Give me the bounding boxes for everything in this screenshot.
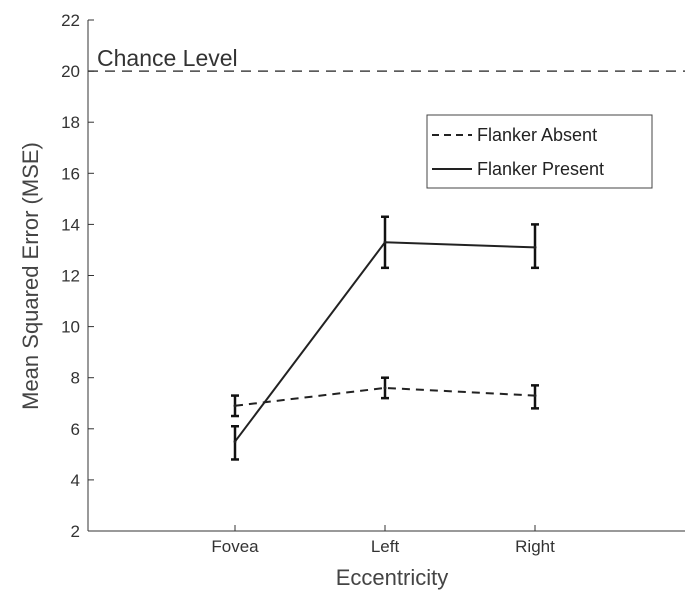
series-line-flanker-present [234,241,536,443]
x-axis-title: Eccentricity [336,565,448,590]
series-layer [231,215,539,461]
data-point-flanker-absent-left [383,386,387,390]
legend-label-flanker-absent: Flanker Absent [477,125,597,145]
reference-layer: Chance Level [88,45,685,72]
y-tick-label-14: 14 [61,215,80,234]
series-flanker-absent [231,376,539,418]
y-tick-label-22: 22 [61,11,80,30]
data-point-flanker-present-fovea [233,440,237,444]
y-tick-label-16: 16 [61,164,80,183]
data-point-flanker-absent-fovea [233,404,237,408]
x-ticks: Fovea Left Right [211,525,555,556]
y-tick-label-10: 10 [61,318,80,337]
chance-level-label: Chance Level [97,45,238,71]
legend-box [426,114,653,189]
x-tick-label-fovea: Fovea [211,537,259,556]
y-axis-title: Mean Squared Error (MSE) [18,142,43,410]
y-tick-label-20: 20 [61,62,80,81]
y-tick-label-4: 4 [71,471,80,490]
y-tick-label-8: 8 [71,369,80,388]
y-tick-label-6: 6 [71,420,80,439]
y-tick-label-12: 12 [61,267,80,286]
data-point-flanker-present-left [383,240,387,244]
x-tick-label-left: Left [371,537,400,556]
data-point-flanker-present-right [533,245,537,249]
x-tick-label-right: Right [515,537,555,556]
y-tick-label-2: 2 [71,522,80,541]
series-flanker-present [231,215,539,461]
data-point-flanker-absent-right [533,394,537,398]
legend: Flanker Absent Flanker Present [426,114,653,189]
legend-label-flanker-present: Flanker Present [477,159,604,179]
axes-layer [87,20,685,532]
y-tick-label-18: 18 [61,113,80,132]
y-ticks: 2 4 6 8 10 12 14 16 18 20 22 [61,11,94,541]
